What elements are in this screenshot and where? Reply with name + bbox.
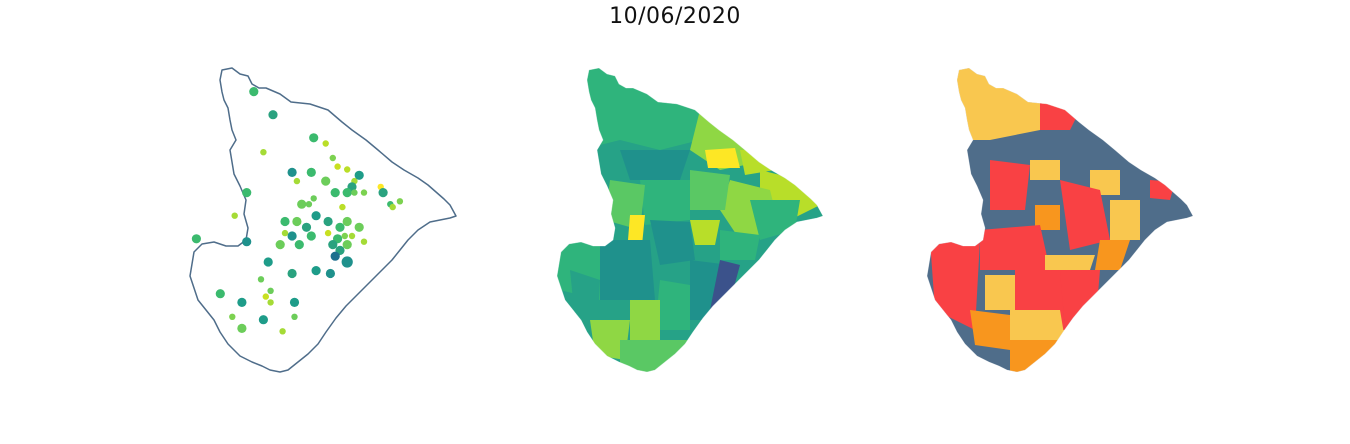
map-point <box>191 234 201 244</box>
map-point <box>328 240 338 250</box>
map-point <box>348 232 356 240</box>
map-point <box>344 166 351 173</box>
points-layer <box>191 87 404 335</box>
map-point <box>306 167 316 177</box>
map-point <box>341 256 353 268</box>
map-point <box>279 328 286 335</box>
state-outline <box>189 67 457 373</box>
map-point <box>330 251 340 261</box>
choropleth-map-categorical <box>926 67 1194 373</box>
map-point <box>360 189 368 196</box>
map-point <box>257 276 265 283</box>
map-point <box>263 257 273 267</box>
map-point <box>339 203 346 211</box>
map-point <box>335 222 345 232</box>
map-point <box>311 266 321 276</box>
map-point <box>260 149 267 156</box>
map-point <box>306 231 316 241</box>
map-point <box>360 238 368 245</box>
map-point <box>229 313 236 320</box>
map-point <box>322 140 329 147</box>
map-point <box>267 287 274 294</box>
map-point <box>309 133 319 143</box>
map-point <box>341 232 348 240</box>
map-point <box>287 167 297 177</box>
map-point <box>287 268 297 279</box>
map-point <box>342 188 352 198</box>
map-point <box>396 198 404 205</box>
map-point <box>310 195 317 202</box>
map-point <box>297 199 307 209</box>
choropleth-map-viridis <box>556 67 824 373</box>
map-point <box>242 237 252 247</box>
map-point <box>311 211 321 221</box>
map-point <box>292 216 302 227</box>
map-point <box>262 293 269 300</box>
map-point <box>242 188 252 198</box>
map-point <box>354 222 364 232</box>
map-point <box>354 170 364 180</box>
map-point <box>249 87 259 97</box>
point-map <box>189 67 457 373</box>
map-point <box>342 216 352 227</box>
choropleth-regions <box>557 68 823 372</box>
map-point <box>389 203 396 211</box>
map-point <box>280 216 290 227</box>
map-point <box>287 231 297 241</box>
map-point <box>275 240 285 250</box>
map-point <box>321 176 331 186</box>
map-point <box>258 315 268 325</box>
map-point <box>231 212 238 219</box>
map-point <box>237 323 247 333</box>
map-point <box>323 216 333 227</box>
figure-title: 10/06/2020 <box>609 4 741 29</box>
map-point <box>291 313 298 320</box>
map-point <box>294 240 304 250</box>
map-point <box>237 297 247 307</box>
map-point <box>301 222 312 232</box>
map-point <box>267 299 274 306</box>
map-point <box>378 188 388 198</box>
map-point <box>329 154 336 162</box>
map-point <box>281 229 289 237</box>
map-point <box>268 110 278 120</box>
map-point <box>325 268 335 279</box>
map-point <box>215 289 225 299</box>
choropleth-regions <box>927 68 1193 372</box>
map-point <box>289 297 300 307</box>
map-point <box>351 189 358 196</box>
map-point <box>305 201 313 208</box>
map-point <box>293 177 301 185</box>
map-point <box>334 163 341 170</box>
map-point <box>324 229 332 237</box>
map-point <box>342 240 352 250</box>
map-point <box>330 188 340 198</box>
